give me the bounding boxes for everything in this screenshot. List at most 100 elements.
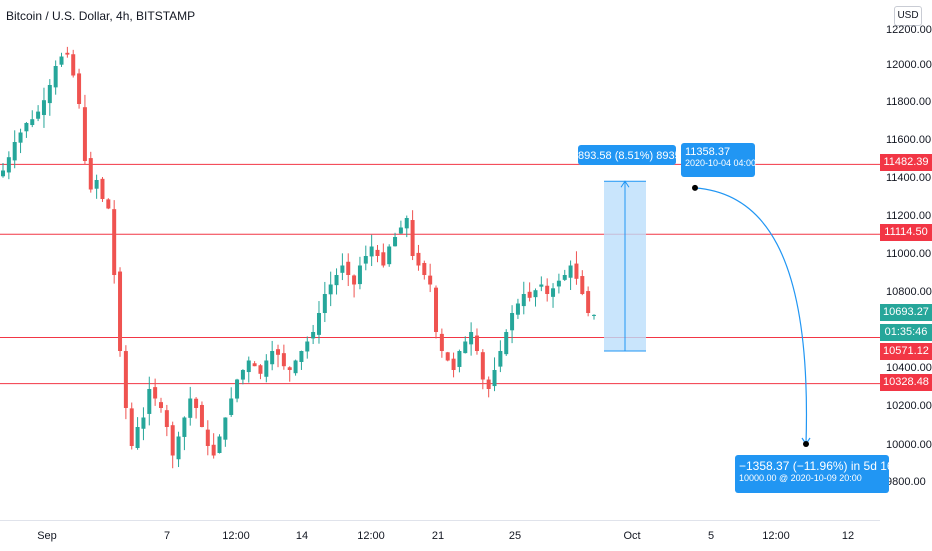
time-tick-label: 5 <box>707 530 715 542</box>
candle-body <box>82 107 87 161</box>
projection-curve[interactable] <box>694 187 808 445</box>
candle-body <box>88 158 93 190</box>
price-tick-label: 10400.00 <box>886 362 932 374</box>
candle-body <box>176 436 181 460</box>
candle-body <box>416 252 421 266</box>
candle-body <box>474 335 479 351</box>
chart-title: Bitcoin / U.S. Dollar, 4h, BITSTAMP <box>6 9 196 23</box>
countdown-tag: 01:35:46 <box>880 324 932 341</box>
candle-body <box>258 365 263 374</box>
candle-body <box>18 132 23 143</box>
candle-body <box>545 285 550 294</box>
projection-start-time: 2020-10-04 04:00 <box>685 158 757 168</box>
candle-body <box>170 425 175 456</box>
level-tag-3: 10571.12 <box>880 343 932 360</box>
candle-body <box>586 291 591 313</box>
candle-body <box>533 290 538 298</box>
time-tick-label: 25 <box>508 530 522 542</box>
candle-body <box>246 360 251 373</box>
candle-body <box>393 237 398 247</box>
candle-body <box>53 66 58 88</box>
candle-body <box>94 180 99 189</box>
current-price-tag: 10693.27 <box>880 304 932 321</box>
candle-body <box>357 265 362 285</box>
candle-body <box>106 199 111 209</box>
candle-body <box>182 417 187 437</box>
candle-body <box>205 429 210 446</box>
candle-body <box>1 170 5 177</box>
time-tick-label: 14 <box>295 530 309 542</box>
time-tick-label: 12:00 <box>762 530 790 542</box>
candle-body <box>352 275 357 285</box>
candle-body <box>469 332 474 345</box>
candle-body <box>276 349 281 355</box>
candle-body <box>346 261 351 275</box>
projection-start-callout[interactable]: 11358.37 2020-10-04 04:00 <box>681 143 757 177</box>
candle-body <box>235 379 240 399</box>
candle-body <box>369 246 374 257</box>
candle-body <box>463 341 468 354</box>
candle-body <box>580 276 585 294</box>
candle-body <box>574 263 579 279</box>
candle-body <box>480 352 485 380</box>
candle-body <box>287 367 292 370</box>
projection-target-callout[interactable]: −1358.37 (−11.96%) in 5d 16h 10000.00 @ … <box>735 455 901 493</box>
time-axis[interactable]: Sep 7 12:00 14 12:00 21 25 Oct 5 12:00 12 <box>0 520 880 551</box>
candle-body <box>153 387 158 399</box>
candle-body <box>428 275 433 285</box>
candle-body <box>521 294 526 307</box>
time-tick-label: 12:00 <box>222 530 250 542</box>
projection-change-label: −1358.37 (−11.96%) in 5d 16h <box>739 459 901 473</box>
candle-body <box>217 436 222 453</box>
range-measure-callout[interactable]: 893.58 (8.51%) 89358 <box>578 145 687 165</box>
price-chart[interactable] <box>0 0 880 520</box>
candle-body <box>439 333 444 351</box>
candle-body <box>498 351 503 367</box>
candle-body <box>293 360 298 374</box>
candle-body <box>270 351 275 365</box>
candle-body <box>510 313 515 331</box>
level-tag-1: 11482.39 <box>880 154 932 171</box>
candle-body <box>322 294 327 314</box>
price-tick-label: 11000.00 <box>886 248 932 260</box>
candle-body <box>41 100 46 116</box>
candle-body <box>539 284 544 287</box>
candle-body <box>340 265 345 273</box>
price-tick-label: 12200.00 <box>886 24 932 36</box>
level-tag-2: 11114.50 <box>880 224 932 241</box>
candle-body <box>457 351 462 367</box>
candle-body <box>381 252 386 266</box>
candle-body <box>410 220 415 256</box>
candle-body <box>36 111 41 119</box>
candle-body <box>47 85 52 104</box>
candle-body <box>12 142 17 161</box>
time-tick-label: Oct <box>623 530 641 542</box>
candle-body <box>422 262 427 275</box>
candle-body <box>240 370 245 380</box>
price-axis[interactable]: 12200.00 12000.00 11800.00 11600.00 11400.00… <box>880 0 932 520</box>
candle-body <box>445 352 450 361</box>
candle-body <box>504 332 509 355</box>
range-measure-label: 893.58 (8.51%) 89358 <box>578 150 687 162</box>
projection-start-point[interactable] <box>692 184 698 191</box>
candle-body <box>199 404 204 427</box>
candle-body <box>71 54 76 76</box>
candle-body <box>141 417 146 429</box>
candle-body <box>123 351 128 408</box>
candle-body <box>194 398 199 408</box>
time-tick-label: 12 <box>841 530 855 542</box>
candle-body <box>24 123 29 132</box>
price-tick-label: 11800.00 <box>886 96 932 108</box>
price-tick-label: 12000.00 <box>886 59 932 71</box>
candle-body <box>129 408 134 446</box>
candle-body <box>363 256 368 264</box>
candle-body <box>211 444 216 456</box>
projection-end-point[interactable] <box>803 441 809 447</box>
candle-body <box>527 291 532 298</box>
candle-body <box>135 427 140 449</box>
projection-target-label: 10000.00 @ 2020-10-09 20:00 <box>739 473 862 483</box>
currency-button[interactable]: USD <box>894 6 922 26</box>
candle-body <box>229 398 234 415</box>
candle-body <box>65 52 70 55</box>
candle-body <box>223 417 228 440</box>
